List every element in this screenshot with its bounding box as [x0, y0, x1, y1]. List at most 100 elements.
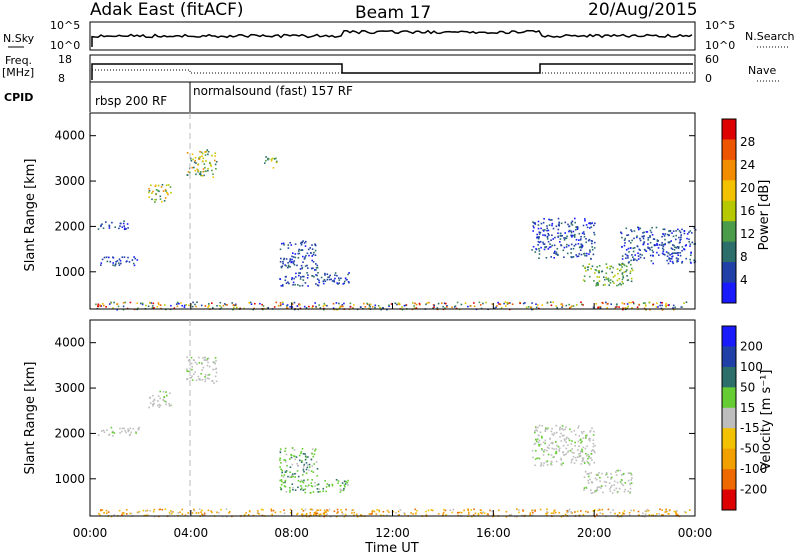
scatter-cell [550, 304, 553, 307]
scatter-cell [537, 224, 540, 226]
scatter-cell [302, 467, 305, 469]
scatter-cell [519, 302, 521, 305]
scatter-cell [467, 509, 469, 512]
scatter-cell [151, 192, 153, 194]
scatter-cell [306, 513, 308, 515]
scatter-cell [573, 462, 576, 464]
scatter-cell [629, 491, 632, 493]
scatter-cell [567, 511, 569, 514]
scatter-cell [114, 263, 117, 266]
scatter-cell [467, 508, 469, 510]
scatter-cell [489, 509, 491, 512]
scatter-cell [638, 248, 640, 251]
scatter-cell [159, 397, 161, 400]
scatter-cell [219, 305, 221, 307]
scatter-cell [147, 305, 150, 308]
scatter-cell [281, 480, 283, 483]
scatter-cell [616, 306, 618, 308]
scatter-cell [570, 248, 572, 250]
scatter-cell [314, 243, 316, 245]
scatter-cell [591, 265, 594, 268]
scatter-cell [323, 278, 326, 281]
scatter-cell [496, 305, 498, 307]
scatter-cell [605, 301, 607, 304]
scatter-cell [194, 156, 197, 159]
scatter-cell [536, 438, 539, 440]
scatter-cell [167, 193, 169, 196]
scatter-cell [444, 509, 447, 512]
scatter-cell [341, 489, 343, 492]
scatter-cell [573, 234, 576, 237]
scatter-cell [195, 173, 197, 176]
scatter-cell [574, 433, 577, 436]
scatter-cell [141, 302, 144, 305]
scatter-cell [531, 514, 533, 517]
scatter-cell [302, 469, 305, 471]
scatter-cell [683, 232, 686, 235]
scatter-cell [194, 159, 196, 162]
scatter-cell [541, 437, 543, 439]
scatter-cell [322, 305, 325, 307]
scatter-cell [207, 357, 210, 360]
scatter-cell [152, 190, 154, 193]
scatter-cell [336, 512, 338, 514]
scatter-cell [390, 303, 393, 305]
scatter-cell [578, 453, 580, 455]
scatter-cell [292, 262, 295, 265]
scatter-cell [601, 513, 604, 515]
scatter-cell [578, 232, 581, 235]
scatter-cell [309, 512, 312, 514]
scatter-cell [535, 306, 538, 309]
scatter-cell [122, 308, 125, 311]
scatter-cell [110, 301, 112, 304]
scatter-cell [349, 302, 352, 305]
scatter-cell [378, 509, 380, 512]
scatter-cell [670, 258, 673, 260]
scatter-cell [532, 245, 535, 248]
scatter-cell [579, 239, 582, 241]
scatter-cell [124, 227, 126, 229]
scatter-cell [284, 485, 287, 488]
colorbar-tick-label: -50 [740, 442, 760, 456]
scatter-cell [547, 232, 549, 235]
scatter-cell [283, 244, 285, 246]
scatter-cell [316, 468, 319, 470]
scatter-cell [293, 277, 295, 280]
scatter-cell [610, 486, 612, 488]
scatter-cell [285, 453, 288, 456]
scatter-cell [551, 244, 553, 247]
scatter-cell [192, 359, 195, 361]
scatter-cell [549, 246, 552, 248]
scatter-cell [208, 365, 211, 368]
scatter-cell [396, 303, 398, 306]
scatter-cell [656, 302, 658, 304]
scatter-cell [593, 430, 595, 433]
scatter-cell [588, 238, 591, 241]
scatter-cell [544, 439, 547, 442]
scatter-cell [306, 464, 309, 466]
scatter-cell [215, 380, 218, 383]
scatter-cell [608, 284, 610, 286]
scatter-cell [592, 439, 595, 441]
scatter-cell [159, 404, 162, 407]
scatter-cell [677, 260, 679, 262]
scatter-cell [626, 234, 628, 237]
freq-bottom-tick: 8 [58, 72, 65, 85]
scatter-cell [583, 253, 585, 255]
scatter-cell [551, 222, 554, 225]
scatter-cell [590, 240, 593, 242]
scatter-cell [331, 483, 334, 486]
scatter-cell [203, 512, 206, 515]
scatter-cell [479, 509, 482, 511]
scatter-cell [583, 233, 586, 235]
scatter-cell [451, 511, 454, 514]
power-colorbar-label: Power [dB] [757, 180, 772, 251]
scatter-cell [624, 307, 627, 309]
scatter-cell [289, 471, 291, 473]
scatter-cell [571, 451, 573, 454]
scatter-cell [437, 513, 440, 515]
scatter-cell [559, 428, 561, 431]
scatter-cell [377, 305, 380, 307]
scatter-cell [531, 449, 534, 452]
scatter-cell [647, 509, 650, 512]
